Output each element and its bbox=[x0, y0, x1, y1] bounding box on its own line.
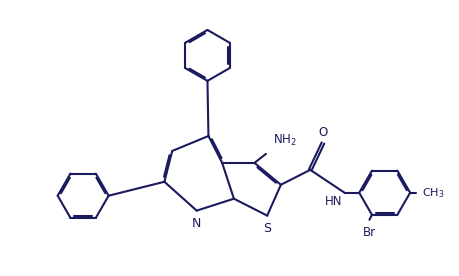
Text: NH$_2$: NH$_2$ bbox=[274, 133, 297, 148]
Text: HN: HN bbox=[325, 195, 342, 208]
Text: Br: Br bbox=[363, 226, 376, 239]
Text: CH$_3$: CH$_3$ bbox=[422, 186, 445, 200]
Text: S: S bbox=[263, 222, 271, 235]
Text: N: N bbox=[192, 217, 202, 230]
Text: O: O bbox=[319, 126, 328, 139]
